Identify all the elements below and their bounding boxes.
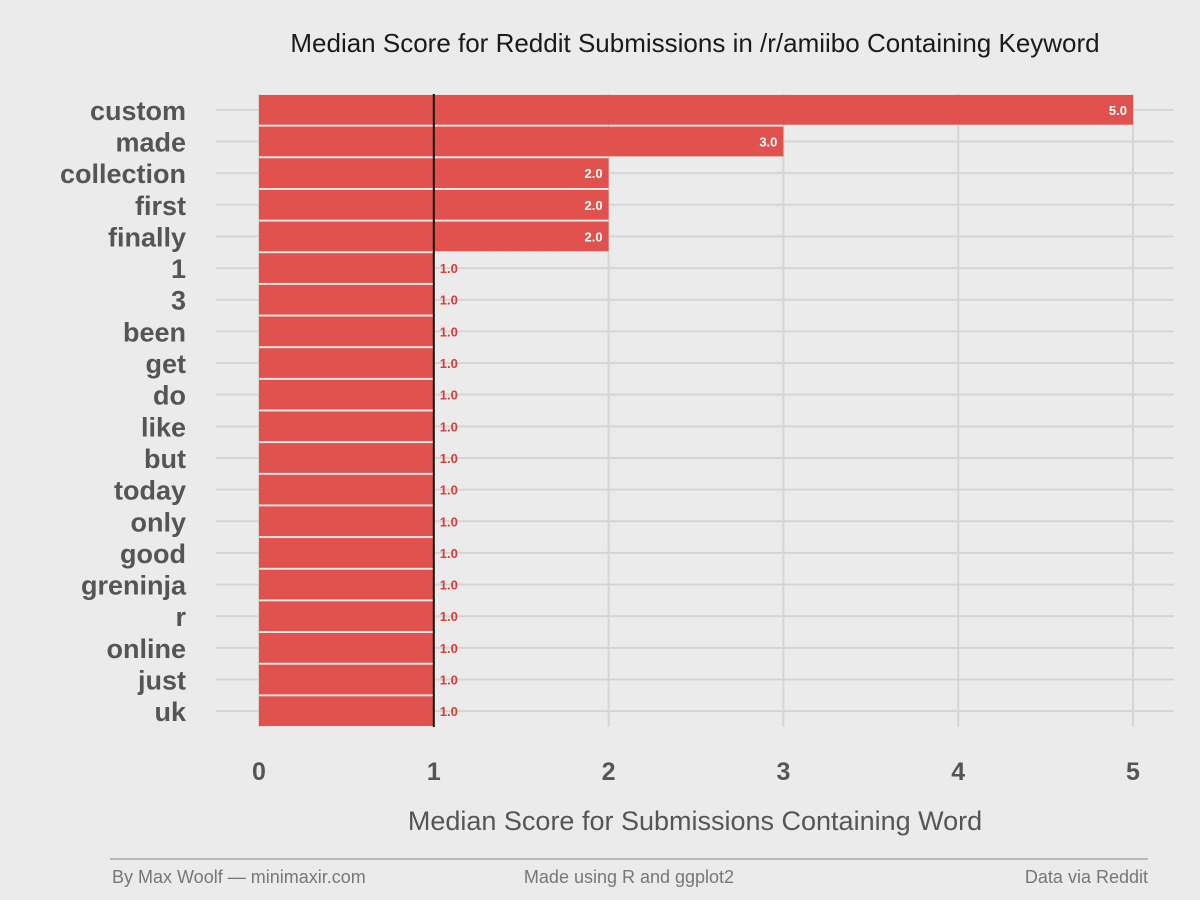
x-tick-label: 4: [951, 758, 965, 786]
category-label-get: get: [146, 349, 187, 379]
data-label-only: 1.0: [440, 514, 458, 529]
bar-made: [259, 126, 784, 157]
data-label-r: 1.0: [440, 609, 458, 624]
bar-been: [259, 316, 434, 347]
category-label-first: first: [135, 191, 186, 221]
category-label-r: r: [175, 602, 186, 632]
bar-today: [259, 474, 434, 505]
x-tick-label: 3: [776, 758, 790, 786]
bar-custom: [259, 94, 1133, 125]
bar-uk: [259, 696, 434, 727]
bars: [259, 94, 1133, 727]
bar-3: [259, 284, 434, 315]
category-label-1: 1: [171, 254, 186, 284]
data-label-get: 1.0: [440, 356, 458, 371]
bar-1: [259, 253, 434, 283]
data-label-been: 1.0: [440, 324, 458, 339]
bar-do: [259, 379, 434, 410]
category-label-greninja: greninja: [81, 571, 187, 601]
data-label-today: 1.0: [440, 483, 458, 498]
category-label-but: but: [144, 444, 186, 474]
category-label-collection: collection: [60, 159, 186, 189]
data-label-greninja: 1.0: [440, 578, 458, 593]
bar-greninja: [259, 569, 434, 600]
footer-source: Data via Reddit: [1025, 867, 1148, 887]
vertical-gridlines: [258, 94, 1134, 727]
data-label-just: 1.0: [440, 673, 458, 688]
bar-get: [259, 348, 434, 378]
footer-author: By Max Woolf — minimaxir.com: [112, 867, 366, 887]
data-label-made: 3.0: [759, 134, 777, 149]
category-labels: custommadecollectionfirstfinally13beenge…: [60, 96, 187, 727]
category-label-been: been: [123, 317, 186, 347]
category-label-made: made: [115, 127, 186, 157]
category-label-good: good: [120, 539, 186, 569]
bar-r: [259, 601, 434, 632]
category-label-like: like: [141, 412, 186, 442]
data-label-uk: 1.0: [440, 704, 458, 719]
footer-tools: Made using R and ggplot2: [524, 867, 734, 887]
data-label-like: 1.0: [440, 419, 458, 434]
bar-only: [259, 506, 434, 537]
data-label-finally: 2.0: [585, 229, 603, 244]
data-label-do: 1.0: [440, 388, 458, 403]
data-label-first: 2.0: [585, 198, 603, 213]
data-label-online: 1.0: [440, 641, 458, 656]
bar-online: [259, 632, 434, 663]
x-tick-label: 2: [602, 758, 616, 786]
bar-good: [259, 538, 434, 568]
category-label-only: only: [130, 507, 186, 537]
data-label-custom: 5.0: [1109, 103, 1127, 118]
x-tick-label: 5: [1126, 758, 1140, 786]
category-label-uk: uk: [154, 697, 186, 727]
chart-title: Median Score for Reddit Submissions in /…: [290, 28, 1099, 58]
data-labels: 5.0 3.0 2.0 2.0 2.0 1.0 1.0 1.0 1.0 1.0 1.0 1.0 1.0 1…: [440, 103, 1127, 719]
category-label-3: 3: [171, 286, 186, 316]
category-label-finally: finally: [108, 222, 186, 252]
bar-like: [259, 411, 434, 442]
bar-just: [259, 664, 434, 695]
x-tick-labels: 0 1 2 3 4 5: [252, 758, 1140, 786]
category-label-today: today: [114, 476, 186, 506]
data-label-but: 1.0: [440, 451, 458, 466]
data-label-good: 1.0: [440, 546, 458, 561]
category-label-custom: custom: [90, 96, 186, 126]
category-label-just: just: [137, 666, 186, 696]
bar-but: [259, 443, 434, 473]
data-label-3: 1.0: [440, 293, 458, 308]
data-label-1: 1.0: [440, 261, 458, 276]
x-tick-label: 0: [252, 758, 266, 786]
category-label-do: do: [153, 381, 186, 411]
data-label-collection: 2.0: [585, 166, 603, 181]
category-label-online: online: [107, 634, 187, 664]
x-tick-label: 1: [427, 758, 441, 786]
x-axis-label: Median Score for Submissions Containing …: [408, 806, 982, 836]
